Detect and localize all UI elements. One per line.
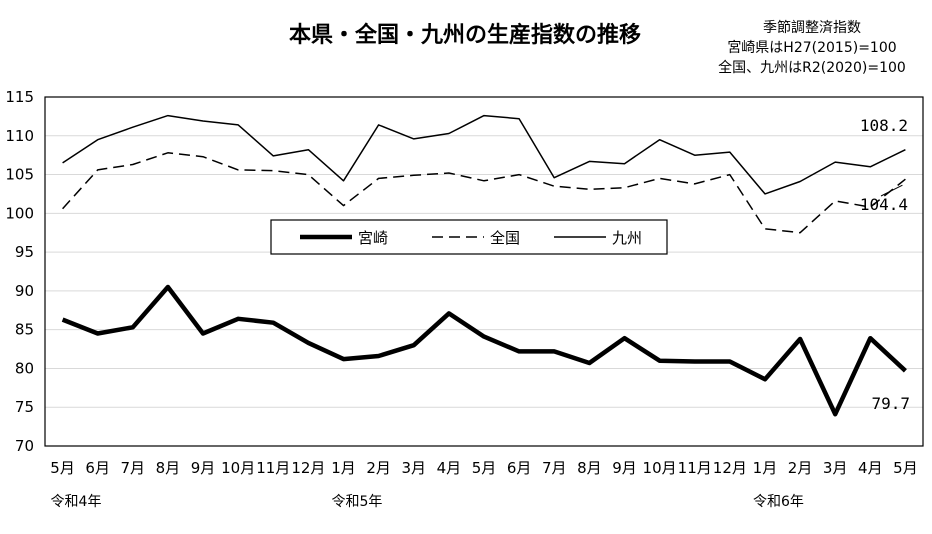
x-tick-label: 8月	[577, 459, 602, 477]
y-tick-label: 100	[5, 204, 34, 222]
y-tick-label: 110	[5, 127, 34, 145]
y-tick-label: 90	[15, 282, 34, 300]
note-miyazaki-base: 宮崎県はH27(2015)=100	[727, 40, 896, 56]
series-line-kyushu	[62, 114, 906, 195]
y-tick-label: 105	[5, 166, 34, 184]
x-tick-label: 5月	[50, 459, 75, 477]
y-tick-label: 115	[5, 88, 34, 106]
series-lines	[61, 114, 907, 417]
x-tick-label: 1月	[331, 459, 356, 477]
x-tick-label: 9月	[612, 459, 637, 477]
x-tick-label: 1月	[753, 459, 778, 477]
y-tick-label: 80	[15, 359, 34, 377]
x-tick-label: 11月	[678, 459, 712, 477]
x-tick-label: 12月	[713, 459, 747, 477]
gridlines	[45, 135, 923, 408]
y-tick-label: 75	[15, 398, 34, 416]
era-label: 令和6年	[753, 494, 804, 510]
end-label-kyushu: 108.2	[860, 116, 908, 135]
end-value-labels: 108.2 104.4 79.7	[860, 116, 910, 413]
x-tick-label: 3月	[401, 459, 426, 477]
y-tick-label: 85	[15, 321, 34, 339]
x-tick-label: 7月	[542, 459, 567, 477]
plot-frame	[44, 96, 924, 447]
legend-label-miyazaki: 宮崎	[358, 229, 388, 247]
x-tick-label: 5月	[893, 459, 918, 477]
era-labels: 令和4年 令和5年 令和6年	[51, 494, 804, 510]
era-label: 令和5年	[332, 494, 383, 510]
x-tick-label: 10月	[643, 459, 677, 477]
end-label-national: 104.4	[860, 195, 908, 214]
end-label-leader-national	[880, 184, 903, 197]
series-line-national	[62, 152, 906, 234]
x-tick-label: 2月	[788, 459, 813, 477]
y-tick-label: 95	[15, 243, 34, 261]
x-tick-label: 6月	[507, 459, 532, 477]
x-tick-label: 4月	[437, 459, 462, 477]
x-tick-label: 9月	[191, 459, 216, 477]
legend: 宮崎 全国 九州	[270, 219, 668, 255]
y-axis-tick-labels: 70 75 80 85 90 95 100 105 110 115	[5, 88, 34, 455]
x-tick-label: 7月	[121, 459, 146, 477]
x-tick-label: 6月	[85, 459, 110, 477]
legend-label-kyushu: 九州	[612, 229, 642, 247]
era-label: 令和4年	[51, 494, 102, 510]
x-axis-tick-labels: 5月 6月 7月 8月 9月 10月 11月 12月 1月 2月 3月 4月 5月 6月 7月 8月 9月 10月…	[50, 459, 917, 477]
x-tick-label: 5月	[472, 459, 497, 477]
note-national-kyushu-base: 全国、九州はR2(2020)=100	[718, 59, 906, 76]
y-tick-label: 70	[15, 437, 34, 455]
x-tick-label: 3月	[823, 459, 848, 477]
x-tick-label: 10月	[221, 459, 255, 477]
x-tick-label: 2月	[366, 459, 391, 477]
chart-title: 本県・全国・九州の生産指数の推移	[289, 22, 641, 48]
legend-label-national: 全国	[490, 229, 520, 247]
note-seasonal: 季節調整済指数	[763, 19, 861, 36]
series-line-miyazaki	[61, 284, 907, 417]
x-tick-label: 8月	[156, 459, 181, 477]
x-tick-label: 4月	[858, 459, 883, 477]
end-label-miyazaki: 79.7	[871, 394, 910, 413]
x-tick-label: 12月	[291, 459, 325, 477]
x-tick-label: 11月	[256, 459, 290, 477]
